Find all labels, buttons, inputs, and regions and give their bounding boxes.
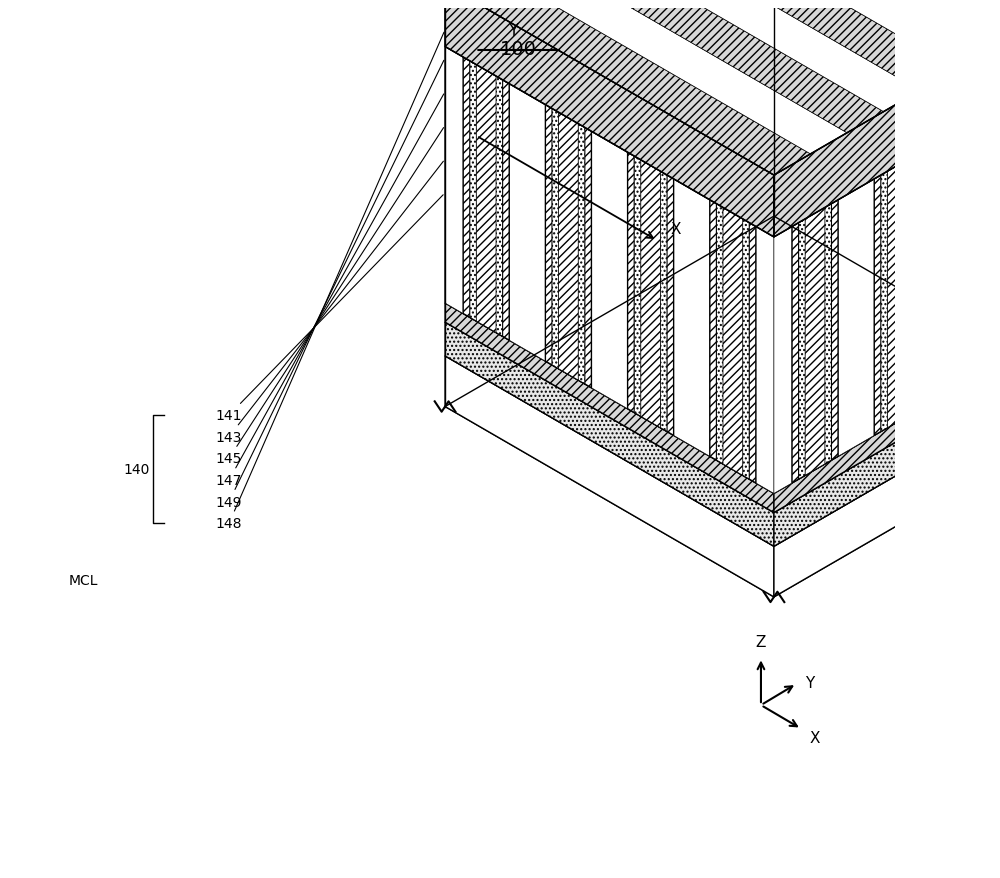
Polygon shape xyxy=(774,356,1000,597)
Polygon shape xyxy=(559,113,578,381)
Polygon shape xyxy=(970,113,989,381)
Text: MCL: MCL xyxy=(69,573,98,587)
Polygon shape xyxy=(737,0,1000,7)
Polygon shape xyxy=(641,161,660,428)
Text: 160b: 160b xyxy=(0,877,1,878)
Polygon shape xyxy=(470,61,503,337)
Text: X: X xyxy=(810,730,820,745)
Polygon shape xyxy=(445,0,810,176)
Text: 148: 148 xyxy=(216,33,444,530)
Polygon shape xyxy=(445,217,1000,597)
Text: 145: 145 xyxy=(216,128,444,466)
Polygon shape xyxy=(509,84,545,362)
Text: Y: Y xyxy=(805,675,814,690)
Polygon shape xyxy=(774,323,1000,547)
Polygon shape xyxy=(874,153,920,435)
Polygon shape xyxy=(591,132,628,409)
Text: 160a: 160a xyxy=(0,877,1,878)
Polygon shape xyxy=(445,356,774,597)
Text: Y: Y xyxy=(508,23,518,40)
Polygon shape xyxy=(881,157,914,432)
Polygon shape xyxy=(555,0,920,112)
Text: 100: 100 xyxy=(500,40,537,59)
Polygon shape xyxy=(792,200,838,484)
Polygon shape xyxy=(482,0,847,155)
Polygon shape xyxy=(710,200,756,484)
Polygon shape xyxy=(445,47,774,493)
Text: 147: 147 xyxy=(216,95,444,487)
Polygon shape xyxy=(756,227,774,493)
Polygon shape xyxy=(518,0,884,133)
Polygon shape xyxy=(838,180,874,457)
Text: X: X xyxy=(670,222,681,237)
Polygon shape xyxy=(805,208,825,476)
Text: 149: 149 xyxy=(216,61,444,509)
Polygon shape xyxy=(799,205,831,479)
Text: 140: 140 xyxy=(124,463,150,477)
Polygon shape xyxy=(664,0,1000,49)
Polygon shape xyxy=(445,166,1000,547)
Text: 141: 141 xyxy=(216,196,443,422)
Text: Z: Z xyxy=(756,634,766,649)
Polygon shape xyxy=(463,58,509,341)
Polygon shape xyxy=(545,105,591,388)
Text: 101: 101 xyxy=(0,877,1,878)
Polygon shape xyxy=(445,47,463,314)
Polygon shape xyxy=(628,0,993,70)
Polygon shape xyxy=(591,0,957,91)
Polygon shape xyxy=(628,153,674,435)
Polygon shape xyxy=(956,105,1000,388)
Polygon shape xyxy=(774,304,1000,513)
Polygon shape xyxy=(552,109,585,385)
Polygon shape xyxy=(445,323,774,547)
Text: 120 (120L): 120 (120L) xyxy=(0,877,1,878)
Text: 160c: 160c xyxy=(0,877,1,878)
Polygon shape xyxy=(445,133,1000,513)
Polygon shape xyxy=(774,0,1000,238)
Polygon shape xyxy=(445,0,1000,238)
Polygon shape xyxy=(445,0,774,238)
Text: 105: 105 xyxy=(0,877,1,878)
Polygon shape xyxy=(701,0,1000,28)
Text: 110 (110L): 110 (110L) xyxy=(0,877,1,878)
Polygon shape xyxy=(674,180,710,457)
Polygon shape xyxy=(887,161,907,428)
Polygon shape xyxy=(445,304,774,513)
Polygon shape xyxy=(920,132,956,409)
Polygon shape xyxy=(774,227,792,493)
Polygon shape xyxy=(476,66,496,333)
Polygon shape xyxy=(634,157,667,432)
Polygon shape xyxy=(723,208,743,476)
Polygon shape xyxy=(963,109,996,385)
Polygon shape xyxy=(716,205,749,479)
Text: 143: 143 xyxy=(216,162,443,444)
Polygon shape xyxy=(774,47,1000,493)
